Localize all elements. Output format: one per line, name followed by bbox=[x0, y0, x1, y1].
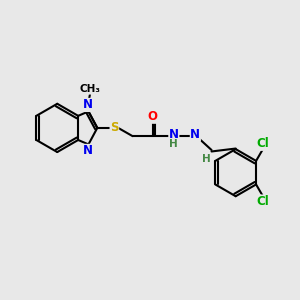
Text: N: N bbox=[83, 98, 93, 111]
Text: Cl: Cl bbox=[256, 195, 269, 208]
Text: Cl: Cl bbox=[256, 137, 269, 150]
Text: H: H bbox=[202, 154, 211, 164]
Text: CH₃: CH₃ bbox=[80, 84, 100, 94]
Text: N: N bbox=[169, 128, 179, 141]
Text: N: N bbox=[83, 144, 93, 158]
Text: S: S bbox=[110, 122, 118, 134]
Text: O: O bbox=[148, 110, 158, 123]
Text: H: H bbox=[169, 140, 178, 149]
Text: N: N bbox=[190, 128, 200, 141]
